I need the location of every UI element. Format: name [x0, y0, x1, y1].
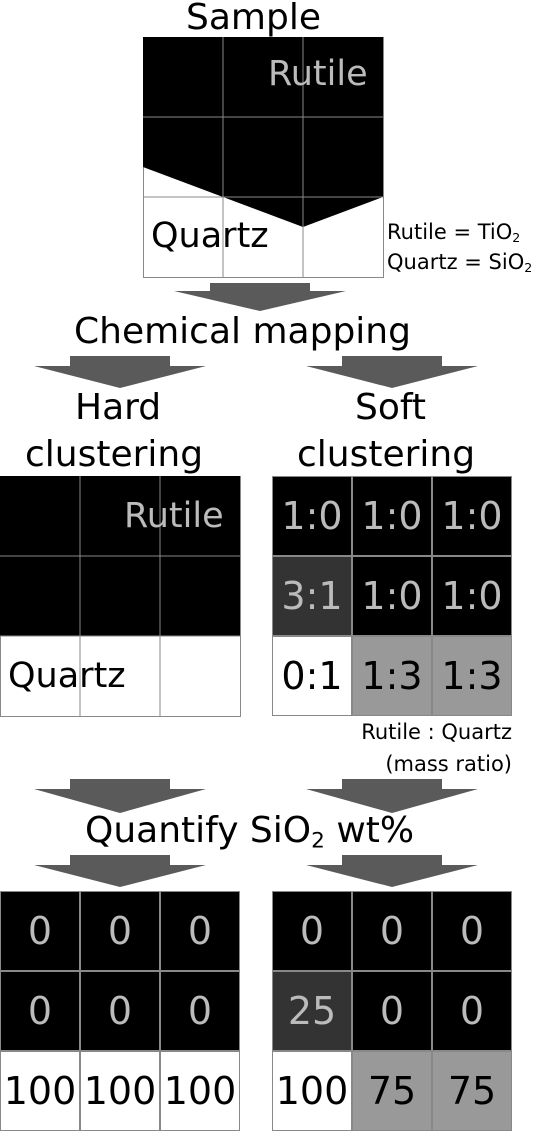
soft-cell: 1:0	[352, 476, 432, 556]
hard-wt-cell: 100	[80, 1051, 160, 1131]
chemical-mapping-label: Chemical mapping	[74, 311, 411, 352]
soft-clustering-grid: 1:0 1:0 1:0 3:1 1:0 1:0 0:1 1:3 1:3	[272, 476, 512, 716]
soft-cell: 0:1	[272, 636, 352, 716]
soft-cell: 1:0	[352, 556, 432, 636]
hard-rutile-label: Rutile	[124, 496, 224, 536]
sample-grid	[143, 37, 384, 278]
soft-cell: 1:0	[272, 476, 352, 556]
legend-rutile: Rutile = TiO2	[387, 220, 521, 246]
sample-rutile-label: Rutile	[268, 54, 368, 94]
soft-wt-grid: 0 0 0 25 0 0 100 75 75	[272, 891, 512, 1131]
soft-cell: 1:3	[352, 636, 432, 716]
hard-clustering-grid	[0, 476, 241, 717]
hard-wt-cell: 100	[160, 1051, 240, 1131]
soft-wt-cell: 25	[272, 971, 352, 1051]
soft-wt-cell: 0	[272, 891, 352, 971]
arrow-down-icon	[34, 855, 206, 887]
hard-clustering-title-line1: Hard	[75, 387, 162, 428]
arrow-down-icon	[34, 356, 206, 388]
hard-wt-cell: 0	[160, 891, 240, 971]
soft-cell: 3:1	[272, 556, 352, 636]
soft-wt-cell: 0	[352, 971, 432, 1051]
quantify-label: Quantify SiO2 wt%	[85, 810, 415, 854]
soft-wt-cell: 0	[432, 971, 512, 1051]
legend-quartz: Quartz = SiO2	[387, 250, 533, 276]
ratio-caption-line1: Rutile : Quartz	[361, 720, 512, 744]
arrow-down-icon	[174, 283, 346, 311]
soft-wt-cell: 0	[352, 891, 432, 971]
soft-wt-cell: 75	[352, 1051, 432, 1131]
hard-wt-cell: 0	[80, 971, 160, 1051]
hard-wt-cell: 0	[80, 891, 160, 971]
hard-wt-cell: 0	[160, 971, 240, 1051]
hard-quartz-label: Quartz	[8, 656, 126, 696]
soft-cell: 1:0	[432, 476, 512, 556]
hard-wt-cell: 0	[0, 891, 80, 971]
soft-clustering-title-line1: Soft	[355, 387, 427, 428]
hard-wt-cell: 100	[0, 1051, 80, 1131]
soft-wt-cell: 0	[432, 891, 512, 971]
arrow-down-icon	[34, 779, 206, 813]
ratio-caption-line2: (mass ratio)	[385, 752, 512, 776]
soft-clustering-title-line2: clustering	[297, 434, 476, 475]
arrow-down-icon	[306, 356, 478, 388]
soft-cell: 1:3	[432, 636, 512, 716]
sample-quartz-label: Quartz	[151, 216, 269, 256]
soft-wt-cell: 75	[432, 1051, 512, 1131]
sample-title: Sample	[186, 0, 321, 38]
hard-clustering-title-line2: clustering	[25, 434, 204, 475]
hard-wt-grid: 0 0 0 0 0 0 100 100 100	[0, 891, 240, 1131]
soft-cell: 1:0	[432, 556, 512, 636]
soft-wt-cell: 100	[272, 1051, 352, 1131]
arrow-down-icon	[306, 779, 478, 813]
hard-wt-cell: 0	[0, 971, 80, 1051]
arrow-down-icon	[306, 855, 478, 887]
sample-rutile-region	[143, 37, 383, 227]
